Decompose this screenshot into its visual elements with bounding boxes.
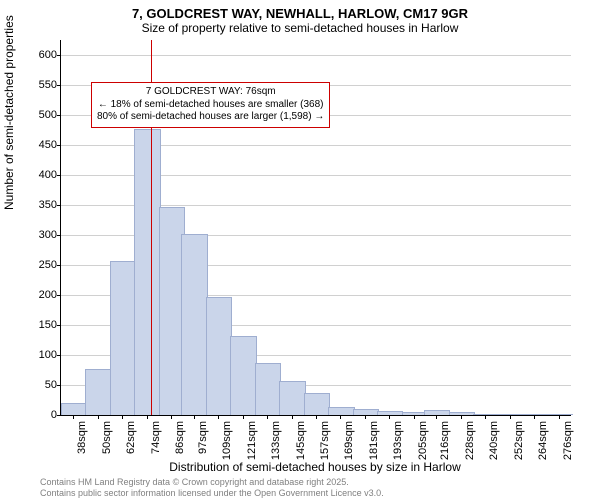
x-axis-label: Distribution of semi-detached houses by … xyxy=(60,460,570,474)
histogram-bar xyxy=(134,129,160,415)
xtick-label: 145sqm xyxy=(295,421,307,460)
ytick-label: 350 xyxy=(39,199,61,211)
xtick-mark xyxy=(389,415,390,419)
xtick-label: 264sqm xyxy=(537,421,549,460)
xtick-label: 276sqm xyxy=(562,421,574,460)
histogram-bar xyxy=(85,369,111,415)
chart-title-main: 7, GOLDCREST WAY, NEWHALL, HARLOW, CM17 … xyxy=(0,0,600,21)
gridline xyxy=(61,55,571,56)
xtick-label: 205sqm xyxy=(417,421,429,460)
xtick-mark xyxy=(559,415,560,419)
xtick-label: 50sqm xyxy=(101,421,113,454)
xtick-mark xyxy=(365,415,366,419)
ytick-label: 500 xyxy=(39,109,61,121)
xtick-mark xyxy=(292,415,293,419)
xtick-label: 216sqm xyxy=(439,421,451,460)
xtick-label: 109sqm xyxy=(221,421,233,460)
xtick-mark xyxy=(218,415,219,419)
ytick-label: 0 xyxy=(51,409,61,421)
xtick-mark xyxy=(510,415,511,419)
ytick-label: 600 xyxy=(39,49,61,61)
xtick-mark xyxy=(194,415,195,419)
footer-line-2: Contains public sector information licen… xyxy=(40,488,384,498)
histogram-bar xyxy=(255,363,281,415)
histogram-bar xyxy=(61,403,87,415)
xtick-label: 97sqm xyxy=(197,421,209,454)
xtick-label: 86sqm xyxy=(174,421,186,454)
xtick-mark xyxy=(485,415,486,419)
xtick-mark xyxy=(340,415,341,419)
histogram-bar xyxy=(279,381,305,415)
xtick-label: 240sqm xyxy=(488,421,500,460)
histogram-bar xyxy=(304,393,330,415)
annotation-line: 7 GOLDCREST WAY: 76sqm xyxy=(97,86,324,99)
xtick-mark xyxy=(147,415,148,419)
xtick-mark xyxy=(461,415,462,419)
histogram-bar xyxy=(206,297,232,415)
xtick-label: 169sqm xyxy=(343,421,355,460)
annotation-line: ← 18% of semi-detached houses are smalle… xyxy=(97,99,324,112)
footer-line-1: Contains HM Land Registry data © Crown c… xyxy=(40,477,384,487)
chart-plot-area: 05010015020025030035040045050055060038sq… xyxy=(60,40,571,416)
y-axis-label: Number of semi-detached properties xyxy=(2,15,16,210)
xtick-mark xyxy=(316,415,317,419)
xtick-label: 181sqm xyxy=(368,421,380,460)
ytick-label: 450 xyxy=(39,139,61,151)
ytick-label: 50 xyxy=(45,379,61,391)
ytick-label: 300 xyxy=(39,229,61,241)
ytick-label: 400 xyxy=(39,169,61,181)
ytick-label: 150 xyxy=(39,319,61,331)
xtick-label: 62sqm xyxy=(125,421,137,454)
footer-attribution: Contains HM Land Registry data © Crown c… xyxy=(40,477,384,498)
xtick-mark xyxy=(171,415,172,419)
xtick-mark xyxy=(414,415,415,419)
chart-title-sub: Size of property relative to semi-detach… xyxy=(0,21,600,39)
xtick-label: 193sqm xyxy=(392,421,404,460)
xtick-label: 133sqm xyxy=(270,421,282,460)
ytick-label: 100 xyxy=(39,349,61,361)
histogram-bar xyxy=(110,261,136,415)
annotation-line: 80% of semi-detached houses are larger (… xyxy=(97,111,324,124)
xtick-mark xyxy=(243,415,244,419)
xtick-mark xyxy=(534,415,535,419)
ytick-label: 250 xyxy=(39,259,61,271)
histogram-bar xyxy=(230,336,256,415)
xtick-mark xyxy=(267,415,268,419)
xtick-label: 252sqm xyxy=(513,421,525,460)
xtick-mark xyxy=(73,415,74,419)
histogram-bar xyxy=(181,234,207,415)
ytick-label: 550 xyxy=(39,79,61,91)
xtick-label: 228sqm xyxy=(464,421,476,460)
xtick-label: 74sqm xyxy=(150,421,162,454)
xtick-mark xyxy=(98,415,99,419)
xtick-label: 121sqm xyxy=(246,421,258,460)
annotation-box: 7 GOLDCREST WAY: 76sqm← 18% of semi-deta… xyxy=(91,82,330,128)
xtick-label: 38sqm xyxy=(76,421,88,454)
xtick-label: 157sqm xyxy=(319,421,331,460)
xtick-mark xyxy=(122,415,123,419)
histogram-bar xyxy=(328,407,354,415)
ytick-label: 200 xyxy=(39,289,61,301)
xtick-mark xyxy=(436,415,437,419)
